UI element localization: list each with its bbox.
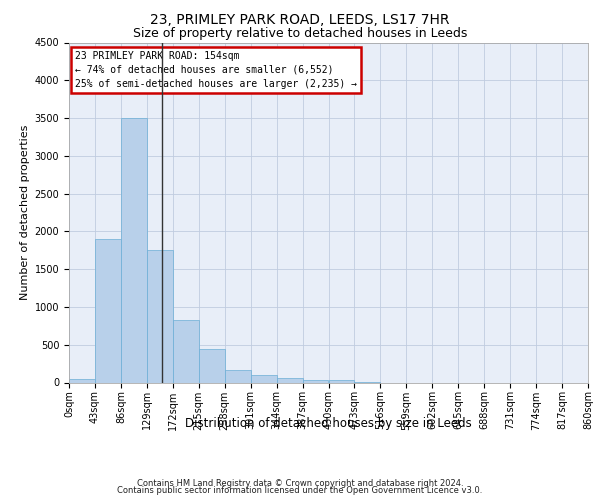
Text: 23, PRIMLEY PARK ROAD, LEEDS, LS17 7HR: 23, PRIMLEY PARK ROAD, LEEDS, LS17 7HR: [150, 12, 450, 26]
Bar: [147, 250, 173, 382]
Bar: [121, 118, 147, 382]
Bar: [95, 239, 121, 382]
Text: Contains public sector information licensed under the Open Government Licence v3: Contains public sector information licen…: [118, 486, 482, 495]
Text: Contains HM Land Registry data © Crown copyright and database right 2024.: Contains HM Land Registry data © Crown c…: [137, 478, 463, 488]
Bar: [329, 380, 355, 382]
Text: 23 PRIMLEY PARK ROAD: 154sqm
← 74% of detached houses are smaller (6,552)
25% of: 23 PRIMLEY PARK ROAD: 154sqm ← 74% of de…: [75, 51, 357, 89]
Bar: [173, 320, 199, 382]
Y-axis label: Number of detached properties: Number of detached properties: [20, 125, 31, 300]
Bar: [69, 380, 95, 382]
Bar: [277, 378, 302, 382]
Bar: [199, 348, 224, 382]
Bar: [302, 380, 329, 382]
Text: Size of property relative to detached houses in Leeds: Size of property relative to detached ho…: [133, 28, 467, 40]
Bar: [251, 376, 277, 382]
Bar: [224, 370, 251, 382]
Text: Distribution of detached houses by size in Leeds: Distribution of detached houses by size …: [185, 418, 472, 430]
